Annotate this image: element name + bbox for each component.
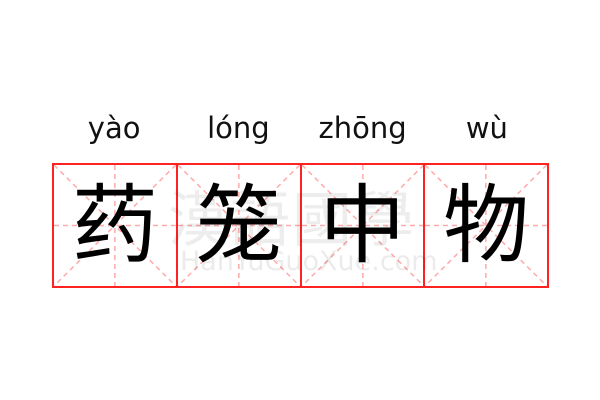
character: 笼 — [195, 175, 282, 276]
guide-lines — [178, 165, 300, 286]
pinyin: yào — [87, 111, 141, 145]
grid-cell: 药 — [54, 165, 178, 286]
guide-line — [178, 165, 300, 286]
pinyin: lóng — [207, 111, 270, 145]
guide-line — [302, 165, 424, 286]
guide-line — [54, 165, 176, 286]
grid-cell: 中 — [302, 165, 426, 286]
guide-lines — [302, 165, 424, 286]
character: 药 — [71, 175, 158, 276]
guide-lines — [54, 165, 176, 286]
grid-cell: 笼 — [178, 165, 302, 286]
pinyin-row: yào lóng zhōng wù — [52, 108, 549, 148]
character: 中 — [319, 175, 406, 276]
guide-lines — [425, 165, 547, 286]
grid-cell: 物 — [425, 165, 547, 286]
character-grid: 药 笼 中 物 — [52, 163, 549, 288]
guide-line — [425, 165, 547, 286]
pinyin: wù — [465, 111, 508, 145]
pinyin: zhōng — [318, 111, 407, 145]
character: 物 — [443, 175, 530, 276]
